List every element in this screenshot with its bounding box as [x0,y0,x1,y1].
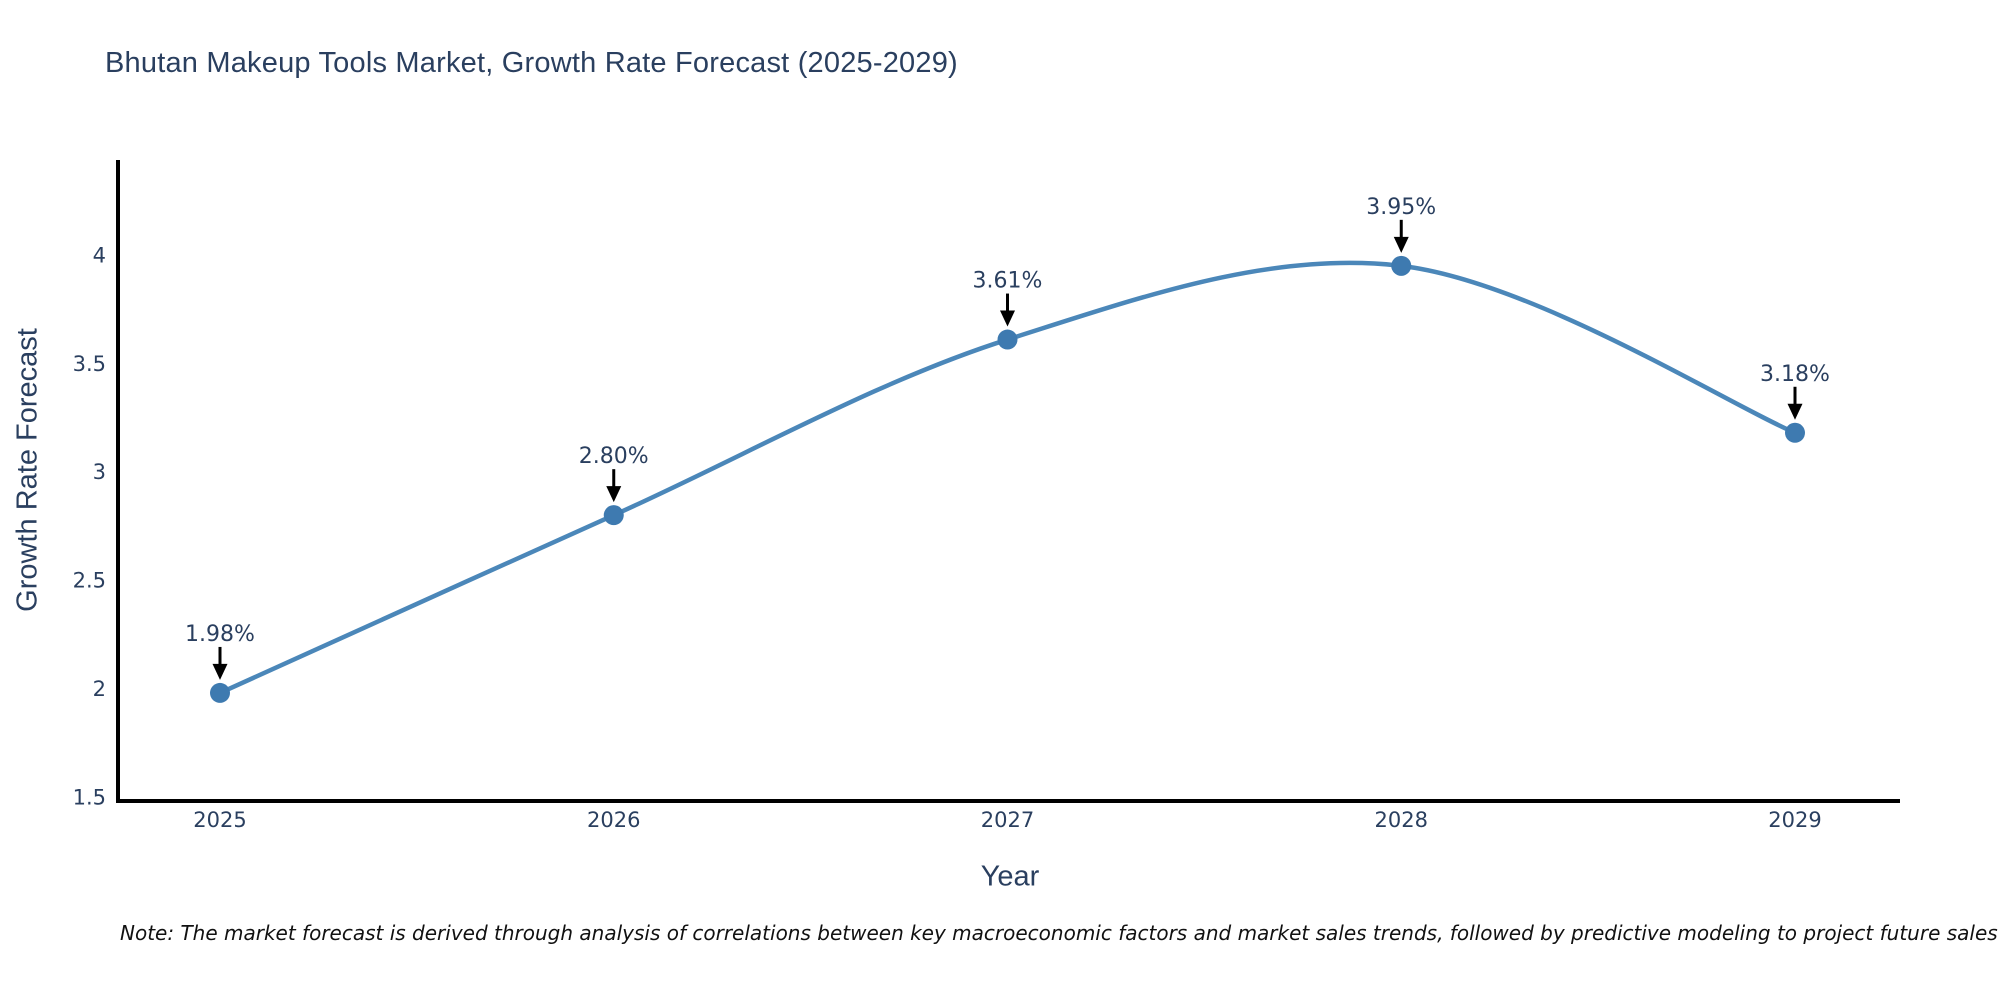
forecast-line [217,260,1798,696]
point-value-label: 3.61% [973,269,1043,294]
footnote: Note: The market forecast is derived thr… [120,921,1998,945]
y-tick-label: 3 [93,460,106,484]
data-point-marker-2025 [210,682,230,703]
annotation-arrowhead [606,486,622,503]
x-axis-title: Year [980,860,1040,893]
x-tick-label: 2026 [587,808,640,832]
y-tick-label: 4 [93,243,106,267]
y-tick-label: 2 [93,677,106,701]
annotation-arrowhead [1393,236,1409,253]
x-tick-label: 2027 [981,808,1034,832]
annotation-arrowhead [1787,403,1803,420]
y-tick-label: 3.5 [73,352,106,376]
data-point-marker-2027 [997,329,1018,350]
data-point-marker-2026 [603,505,624,526]
data-point-marker-2029 [1785,422,1805,443]
x-tick-label: 2029 [1768,808,1821,832]
point-value-label: 3.18% [1760,362,1830,387]
chart-title: Bhutan Makeup Tools Market, Growth Rate … [105,47,958,79]
data-point-marker-2028 [1391,255,1412,276]
y-tick-label: 1.5 [73,785,106,809]
x-tick-label: 2028 [1375,808,1428,832]
y-tick-label: 2.5 [73,569,106,593]
annotation-arrowhead [1000,310,1015,327]
point-value-label: 1.98% [185,622,255,647]
point-value-label: 3.95% [1366,195,1436,220]
point-value-label: 2.80% [579,444,649,469]
x-tick-label: 2025 [193,808,246,832]
annotation-arrowhead [212,663,228,680]
